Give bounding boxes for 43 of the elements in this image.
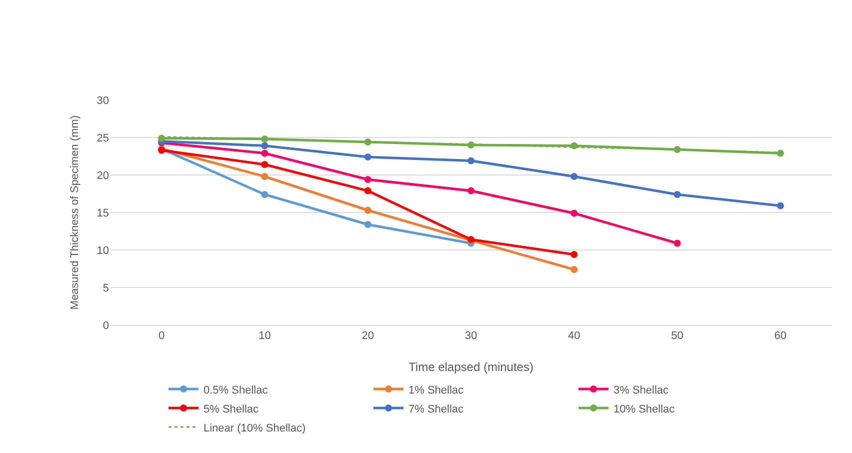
point xyxy=(776,150,784,157)
point xyxy=(261,173,268,180)
point xyxy=(261,161,268,168)
legend-label: 1% Shellac xyxy=(408,384,464,396)
legend-label: 5% Shellac xyxy=(204,403,260,416)
point xyxy=(261,142,268,150)
point xyxy=(570,251,578,258)
y-tick-label: 10 xyxy=(96,244,109,257)
x-tick-label: 10 xyxy=(258,330,271,342)
point xyxy=(570,210,578,217)
point xyxy=(364,187,372,194)
legend-label: 0.5% Shellac xyxy=(204,384,268,396)
point xyxy=(364,176,372,183)
point xyxy=(364,154,372,160)
point xyxy=(674,191,681,198)
x-tick-label: 20 xyxy=(362,330,374,342)
legend-label: 10% Shellac xyxy=(614,403,676,416)
point xyxy=(261,150,268,157)
y-tick-label: 0 xyxy=(102,320,109,332)
y-tick-label: 15 xyxy=(96,207,109,220)
point xyxy=(570,173,578,180)
point xyxy=(776,202,784,210)
point xyxy=(468,187,474,194)
x-tick-label: 50 xyxy=(671,330,684,342)
point xyxy=(364,206,372,214)
y-tick-label: 25 xyxy=(96,132,109,144)
legend-label: 7% Shellac xyxy=(408,403,464,416)
point xyxy=(261,191,268,198)
x-tick-label: 0 xyxy=(158,330,165,342)
x-tick-label: 60 xyxy=(774,330,787,342)
y-tick-label: 5 xyxy=(102,282,109,294)
y-tick-label: 20 xyxy=(96,170,109,182)
point xyxy=(570,266,578,273)
legend-label: 3% Shellac xyxy=(614,384,670,396)
legend-label: Linear (10% Shellac) xyxy=(204,422,306,434)
x-tick-label: 40 xyxy=(568,330,580,342)
x-tick-label: 30 xyxy=(464,330,478,342)
y-axis-title: Measured Thickness of Specimen (mm) xyxy=(69,115,81,310)
point xyxy=(364,221,372,228)
point xyxy=(468,157,474,164)
x-axis-title: Time elapsed (minutes) xyxy=(408,360,534,374)
y-tick-label: 30 xyxy=(96,94,109,107)
point xyxy=(674,240,681,247)
